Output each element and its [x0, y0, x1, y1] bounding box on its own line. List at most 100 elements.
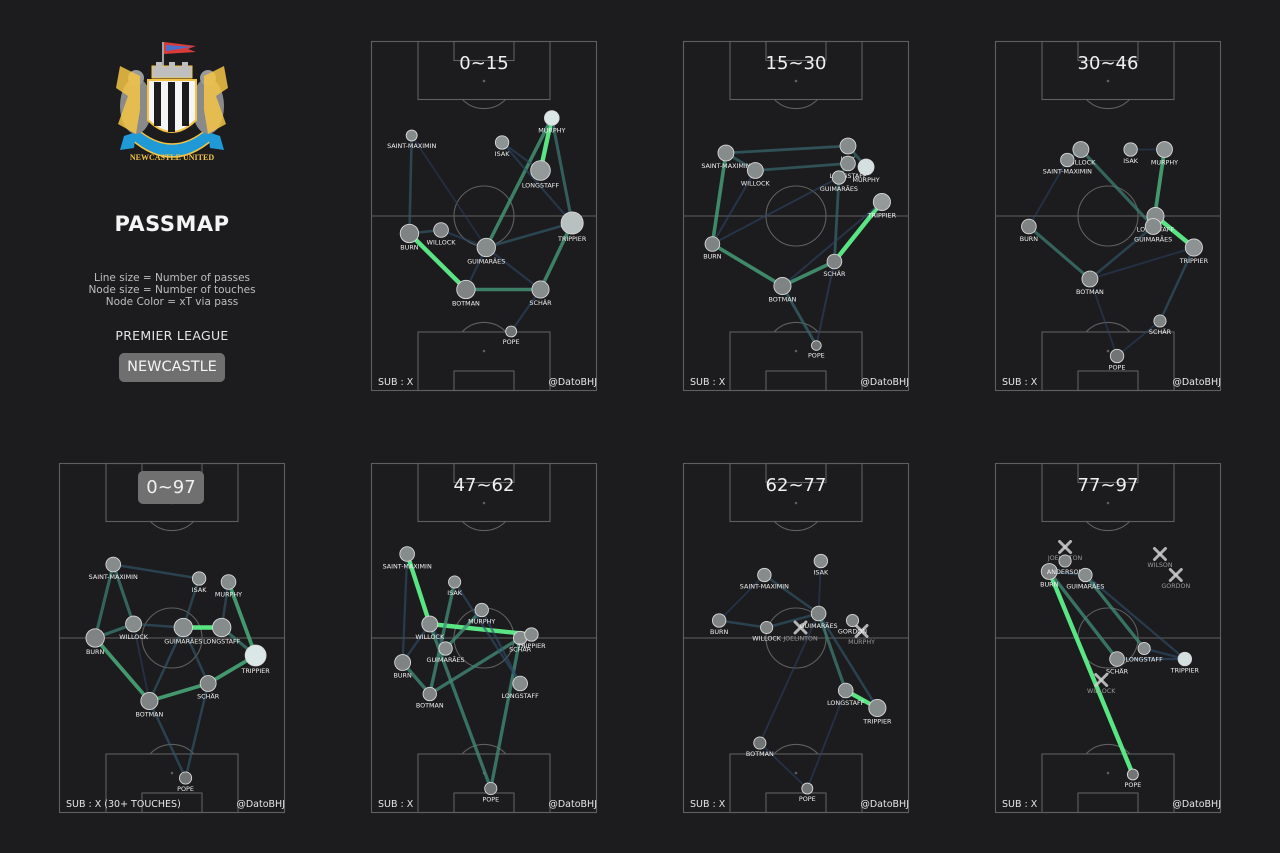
- bottom-penalty-box: [729, 753, 863, 814]
- player-label: BURN: [710, 628, 729, 636]
- bottom-penalty-box: [729, 331, 863, 392]
- bottom-penalty-arc: [773, 321, 819, 333]
- player-label: POPE: [1124, 781, 1141, 789]
- pass-lines: [1027, 147, 1197, 357]
- pass-line-saint-maximin-burn: [93, 562, 115, 640]
- player-label: TRIPPIER: [557, 235, 587, 243]
- bottom-goal-box: [1077, 370, 1139, 392]
- top-penalty-spot: [794, 79, 798, 83]
- pass-line-pope-longstaff: [806, 689, 847, 790]
- player-node-botman: [773, 276, 792, 296]
- centre-circle: [1077, 185, 1139, 247]
- player-label: TRIPPIER: [1170, 667, 1200, 675]
- player-node-guimarães: [173, 617, 193, 638]
- sub-marker: [793, 620, 808, 635]
- player-node-saint-maximin: [405, 129, 418, 142]
- sub-name-label: WILLOCK: [1087, 688, 1116, 695]
- player-node-guimarães: [810, 605, 827, 622]
- player-label: LONGSTAFF: [203, 638, 241, 646]
- credit-label: @DatoBHJ: [1172, 799, 1221, 810]
- player-node-saint-maximin: [399, 546, 415, 562]
- top-penalty-spot: [1106, 79, 1110, 83]
- pass-line-guimarães-murphy: [484, 116, 554, 250]
- crest-banner-text: NEWCASTLE UNITED: [130, 153, 214, 162]
- credit-label: @DatoBHJ: [1172, 377, 1221, 388]
- top-penalty-arc: [773, 520, 819, 532]
- top-goal-box: [1077, 40, 1139, 62]
- player-node-saint-maximin: [1060, 152, 1075, 168]
- player-label: WILLOCK: [119, 633, 149, 641]
- pass-line-burn-willock: [717, 619, 768, 629]
- player-label: ISAK: [1123, 157, 1138, 165]
- player-label: ANDERSON: [1047, 568, 1084, 576]
- top-goal-box: [765, 40, 827, 62]
- player-label: GUIMARÃES: [1066, 582, 1104, 591]
- player-node-burn: [394, 654, 412, 671]
- player-label: ISAK: [814, 569, 829, 577]
- bottom-penalty-box: [1041, 753, 1175, 814]
- player-label: TRIPPIER: [862, 718, 892, 726]
- player-node-pope: [801, 782, 814, 795]
- pass-line-botman-schär: [428, 636, 522, 696]
- credit-label: @DatoBHJ: [548, 377, 597, 388]
- credit-label: @DatoBHJ: [236, 799, 285, 810]
- passmap-77-97: JOELINTONWILSONGORDONWILLOCKBURNANDERSON…: [994, 462, 1222, 814]
- player-node-murphy: [474, 602, 489, 618]
- pass-line-botman-trippier: [781, 201, 883, 287]
- player-label: WILLOCK: [1066, 159, 1096, 167]
- player-label: TRIPPIER: [1179, 257, 1209, 265]
- bottom-penalty-spot: [170, 771, 174, 775]
- player-node-isak: [839, 137, 857, 155]
- bottom-goal-box: [765, 370, 827, 392]
- pitch-svg-1: SAINT-MAXIMINWILLOCKISAKLONGSTAFFMURPHYG…: [682, 40, 910, 392]
- player-node-trippier: [1184, 238, 1203, 257]
- player-node-trippier: [524, 627, 539, 642]
- legend-line-size: Line size = Number of passes: [94, 272, 250, 284]
- player-node-willock: [421, 615, 439, 633]
- player-node-isak: [1123, 142, 1138, 157]
- player-node-murphy: [1156, 141, 1173, 158]
- legend-node-size: Node size = Number of touches: [88, 284, 256, 296]
- player-node-botman: [1081, 270, 1099, 288]
- player-node-saint-maximin: [757, 567, 772, 583]
- pass-line-saint-maximin-guimarães: [410, 134, 488, 249]
- pass-line-willock-botman: [132, 623, 151, 702]
- player-node-guimarães: [1078, 567, 1093, 583]
- pass-line-burn-botman: [1027, 224, 1092, 281]
- player-label: WILLOCK: [427, 238, 457, 246]
- player-label: MURPHY: [852, 176, 879, 184]
- player-label: POPE: [808, 351, 825, 359]
- top-goal-box: [765, 462, 827, 484]
- player-node-murphy: [220, 574, 237, 590]
- player-label: GUIMARÃES: [467, 257, 505, 266]
- player-node-trippier: [244, 644, 267, 667]
- team-button[interactable]: NEWCASTLE: [119, 353, 225, 382]
- player-node-isak: [448, 575, 462, 589]
- player-label: TRIPPIER: [516, 642, 546, 650]
- bottom-penalty-box: [417, 331, 551, 392]
- pitch-title: 62~77: [765, 475, 827, 496]
- sub-marker: [1168, 568, 1183, 582]
- player-label: MURPHY: [215, 590, 242, 598]
- player-label: LONGSTAFF: [829, 172, 867, 180]
- player-label: GUIMARÃES: [820, 184, 858, 193]
- pass-line-guimarães-longstaff: [1083, 573, 1146, 651]
- player-label: SAINT-MAXIMIN: [1043, 168, 1092, 176]
- top-goal-box: [453, 40, 515, 62]
- pass-line-saint-maximin-burn: [710, 151, 728, 246]
- top-penalty-spot: [482, 79, 486, 83]
- player-label: SAINT-MAXIMIN: [701, 162, 750, 170]
- top-penalty-spot: [482, 501, 486, 505]
- player-node-burn: [85, 628, 105, 648]
- player-label: GUIMARÃES: [1134, 235, 1172, 244]
- pass-line-willock-longstaff: [753, 162, 850, 172]
- player-node-pope: [1109, 348, 1125, 364]
- top-penalty-arc: [1085, 98, 1131, 110]
- bottom-goal-box: [453, 792, 515, 814]
- player-node-botman: [422, 686, 437, 702]
- pass-line-botman-pope: [781, 284, 818, 347]
- pass-line-saint-maximin-isak: [724, 144, 850, 155]
- player-node-longstaff: [512, 675, 528, 692]
- player-node-pope: [1126, 768, 1139, 781]
- pitch-svg-3: SAINT-MAXIMIN ISAK MURPHY WILLOCK GUIMARÃES L…: [58, 462, 286, 814]
